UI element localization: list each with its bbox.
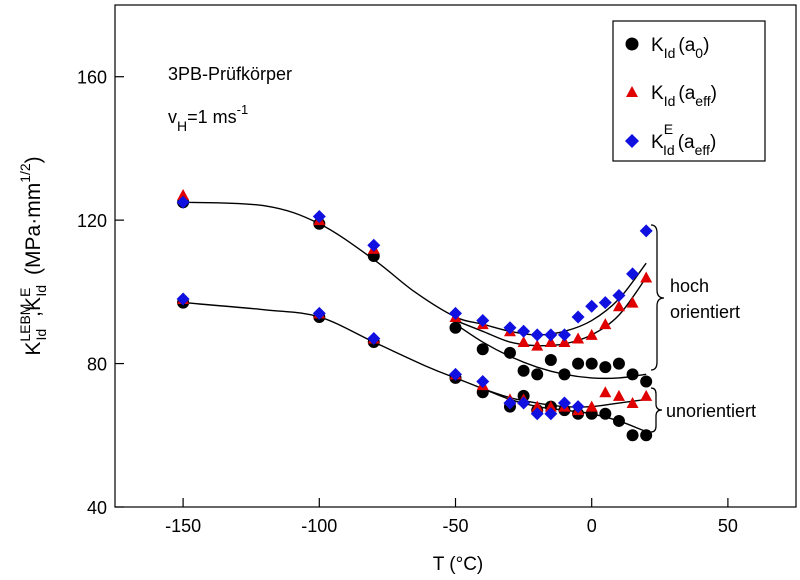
annotation-hoch: hoch (670, 276, 709, 296)
point-kid-aeff (599, 318, 612, 330)
point-kid-a0 (476, 343, 489, 356)
point-kidE-aeff (544, 407, 558, 421)
brace-hoch (650, 224, 665, 371)
legend-marker-circle (625, 37, 639, 51)
point-kidE-aeff (612, 288, 626, 302)
point-kidE-aeff (571, 400, 585, 414)
point-kid-aeff (572, 332, 585, 344)
point-kid-aeff (640, 389, 653, 401)
specimen-annotation: 3PB-Prüfkörper (168, 64, 292, 84)
point-kidE-aeff (530, 407, 544, 421)
y-tick-label: 40 (87, 498, 107, 518)
point-kid-aeff (544, 336, 557, 348)
rate-annotation: vH=1 ms-1 (168, 102, 248, 134)
point-kidE-aeff (544, 328, 558, 342)
point-kid-aeff (585, 400, 598, 412)
point-kid-a0 (558, 368, 571, 381)
point-kid-aeff (626, 296, 639, 308)
point-kid-aeff (612, 300, 625, 312)
point-kid-a0 (531, 368, 544, 381)
brace-unorientiert (650, 387, 663, 433)
point-kid-a0 (626, 368, 639, 381)
point-kidE-aeff (312, 210, 326, 224)
point-kidE-aeff (476, 314, 490, 328)
point-kid-aeff (544, 400, 557, 412)
annotation-unorientiert: unorientiert (666, 401, 756, 421)
point-kidE-aeff (598, 296, 612, 310)
point-kid-aeff (517, 336, 530, 348)
x-tick-label: -50 (442, 516, 468, 536)
point-kidE-aeff (639, 224, 653, 238)
y-tick-label: 80 (87, 355, 107, 375)
point-kidE-aeff (557, 396, 571, 410)
point-kidE-aeff (367, 331, 381, 345)
point-kidE-aeff (557, 328, 571, 342)
point-kid-a0 (599, 407, 612, 420)
x-axis: -150 -100 -50 0 50 (165, 498, 738, 536)
point-kid-a0 (612, 357, 625, 370)
y-tick-label: 120 (77, 211, 107, 231)
point-kid-aeff (585, 328, 598, 340)
point-kid-aeff (626, 397, 639, 409)
x-axis-label: T (°C) (433, 554, 484, 575)
point-kid-a0 (585, 357, 598, 370)
point-kidE-aeff (449, 367, 462, 381)
legend-marker-triangle (626, 86, 638, 97)
x-tick-label: -150 (165, 516, 201, 536)
point-kid-a0 (640, 429, 653, 442)
y-tick-label: 160 (77, 68, 107, 88)
legend: KId (a0) KId (aeff) KE Id (aeff) (612, 20, 766, 162)
x-tick-label: -100 (301, 516, 337, 536)
legend-label-kidE-aeff: KE Id (aeff) (651, 121, 716, 158)
point-kidE-aeff (367, 238, 381, 252)
point-kidE-aeff (449, 306, 462, 320)
point-kid-aeff (640, 271, 653, 283)
legend-marker-diamond (625, 134, 639, 148)
point-kidE-aeff (476, 375, 490, 388)
point-kid-aeff (612, 389, 625, 401)
point-kid-a0 (517, 364, 530, 377)
legend-label-kid-a0: KId (a0) (651, 35, 709, 61)
point-kidE-aeff (585, 299, 599, 313)
point-kid-a0 (599, 361, 612, 374)
y-axis: 40 80 120 160 (77, 68, 124, 518)
point-kidE-aeff (517, 324, 531, 338)
data-points (176, 189, 653, 442)
fit-curve (455, 323, 647, 380)
point-kid-aeff (558, 336, 571, 348)
point-kidE-aeff (626, 267, 640, 281)
point-kidE-aeff (503, 321, 517, 335)
point-kid-a0 (503, 346, 516, 359)
point-kid-a0 (544, 353, 557, 366)
point-kid-a0 (640, 375, 653, 388)
point-kid-aeff (599, 386, 612, 398)
point-kidE-aeff (571, 310, 585, 324)
point-kid-a0 (449, 321, 462, 334)
point-kid-aeff (531, 400, 544, 412)
point-kidE-aeff (176, 292, 190, 306)
x-tick-label: 50 (718, 516, 738, 536)
point-kid-a0 (572, 357, 585, 370)
annotation-orientiert: orientiert (670, 302, 740, 322)
legend-label-kid-aeff: KId (aeff) (651, 83, 717, 109)
point-kid-a0 (612, 414, 625, 427)
point-kidE-aeff (176, 195, 190, 209)
point-kidE-aeff (503, 396, 517, 410)
x-tick-label: 0 (587, 516, 597, 536)
point-kid-a0 (626, 429, 639, 442)
point-kidE-aeff (312, 306, 326, 320)
point-kidE-aeff (530, 328, 544, 342)
y-axis-label: KLEBMId,KEId(MPa·mm1/2) (17, 156, 49, 355)
point-kid-aeff (177, 189, 190, 201)
point-kidE-aeff (517, 396, 531, 410)
point-kid-aeff (531, 339, 544, 351)
